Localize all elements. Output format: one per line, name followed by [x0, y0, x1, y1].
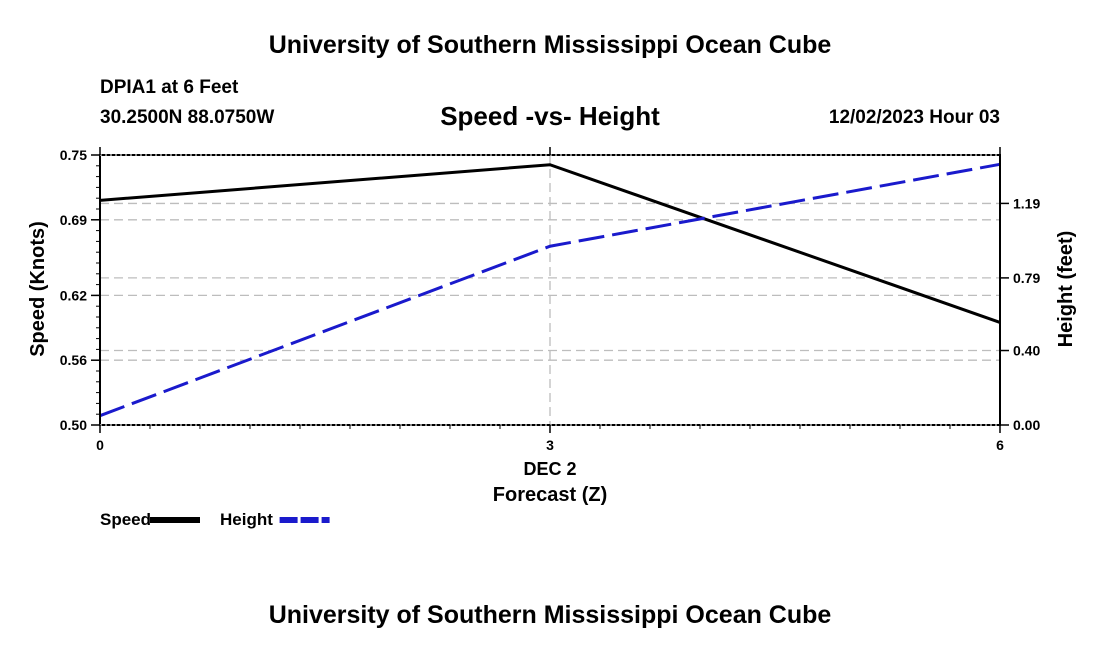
legend: Speed Height	[100, 510, 330, 529]
grid-lines	[100, 155, 1000, 425]
right-tick-label: 0.40	[1013, 343, 1040, 359]
right-axis-label: Height (feet)	[1055, 231, 1077, 348]
speed-line	[99, 163, 1001, 324]
left-tick-label: 0.75	[60, 147, 87, 163]
right-tick-label: 0.00	[1013, 417, 1040, 433]
series-lines	[99, 162, 1001, 418]
left-axis-label: Speed (Knots)	[27, 221, 49, 357]
date-label: 12/02/2023 Hour 03	[828, 107, 1000, 128]
right-tick-label: 0.79	[1013, 270, 1040, 286]
right-tick-label: 1.19	[1013, 195, 1040, 211]
axes: 0.75 0.69 0.62 0.56 0.50 1.19 0.79 0.40 0.00 0 3 6 D…	[27, 147, 1077, 506]
legend-label-height: Height	[220, 510, 273, 529]
left-tick-label: 0.62	[60, 287, 87, 303]
x-tick-label: 3	[546, 437, 554, 453]
height-line	[99, 162, 1001, 418]
chart-title: University of Southern Mississippi Ocean…	[268, 31, 832, 59]
x-tick-label: 0	[96, 437, 104, 453]
footer-title: University of Southern Mississippi Ocean…	[268, 601, 832, 629]
left-tick-label: 0.69	[60, 212, 87, 228]
chart-subtitle: Speed -vs- Height	[440, 101, 660, 131]
legend-label-speed: Speed	[100, 510, 151, 529]
coordinates-label: 30.2500N 88.0750W	[100, 107, 275, 128]
station-label: DPIA1 at 6 Feet	[100, 77, 239, 98]
left-tick-label: 0.56	[60, 352, 87, 368]
x-sublabel: DEC 2	[523, 459, 576, 479]
left-tick-label: 0.50	[60, 417, 87, 433]
x-tick-label: 6	[996, 437, 1004, 453]
x-axis-label: Forecast (Z)	[493, 484, 607, 506]
